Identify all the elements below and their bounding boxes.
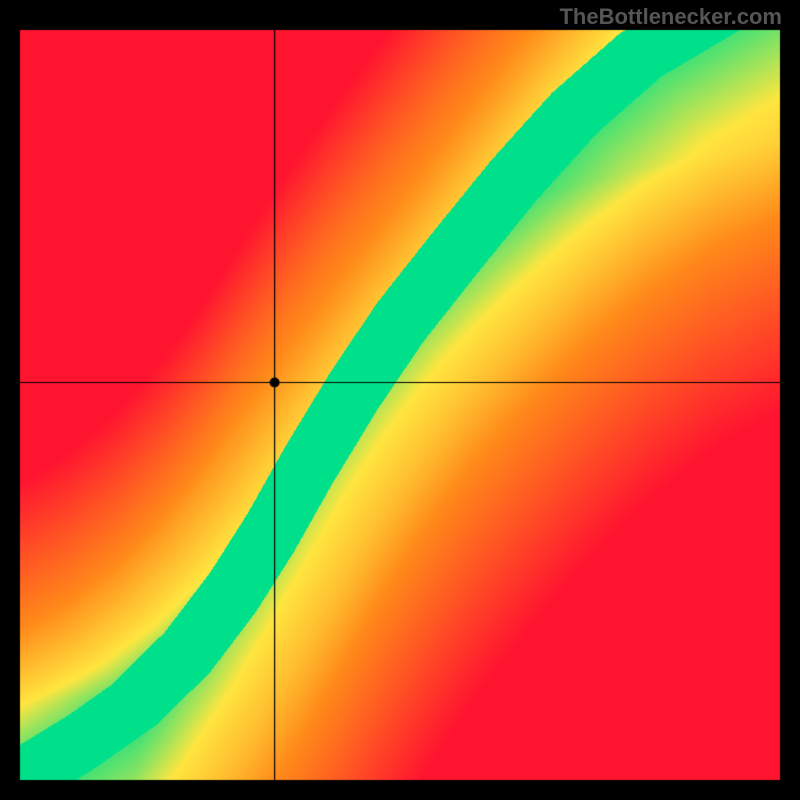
bottleneck-heatmap-canvas <box>0 0 800 800</box>
watermark-text: TheBottlenecker.com <box>559 4 782 30</box>
chart-container: TheBottlenecker.com <box>0 0 800 800</box>
